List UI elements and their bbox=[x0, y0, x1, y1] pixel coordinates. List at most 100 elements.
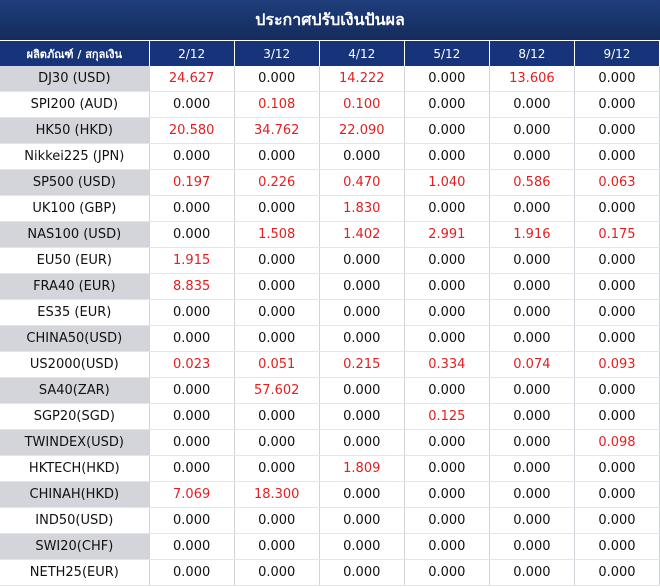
dividend-value-cell: 0.000 bbox=[234, 325, 320, 352]
table-row: CHINAH(HKD) 7.069 18.300 0.000 0.000 0.000 0.0… bbox=[0, 481, 660, 508]
dividend-value-cell: 0.197 bbox=[149, 169, 235, 196]
dividend-value-cell: 1.809 bbox=[319, 455, 405, 482]
product-cell: CHINAH(HKD) bbox=[0, 481, 150, 508]
table-row: IND50(USD) 0.000 0.000 0.000 0.000 0.000 0.000 bbox=[0, 507, 660, 534]
dividend-value-cell: 0.000 bbox=[149, 299, 235, 326]
dividend-value-cell: 0.000 bbox=[404, 507, 490, 534]
dividend-value-cell: 0.000 bbox=[404, 247, 490, 274]
dividend-value-cell: 0.000 bbox=[404, 117, 490, 144]
table-row: SA40(ZAR) 0.000 57.602 0.000 0.000 0.000 0.000 bbox=[0, 377, 660, 404]
dividend-value-cell: 1.915 bbox=[149, 247, 235, 274]
dividend-value-cell: 0.000 bbox=[489, 117, 575, 144]
dividend-value-cell: 0.000 bbox=[319, 325, 405, 352]
table-row: NETH25(EUR) 0.000 0.000 0.000 0.000 0.000 0.00… bbox=[0, 559, 660, 586]
product-cell: SWI20(CHF) bbox=[0, 533, 150, 560]
product-cell: UK100 (GBP) bbox=[0, 195, 150, 222]
dividend-value-cell: 8.835 bbox=[149, 273, 235, 300]
dividend-value-cell: 0.000 bbox=[234, 507, 320, 534]
product-cell: ES35 (EUR) bbox=[0, 299, 150, 326]
dividend-value-cell: 0.000 bbox=[574, 403, 660, 430]
dividend-value-cell: 0.000 bbox=[404, 559, 490, 586]
product-cell: NAS100 (USD) bbox=[0, 221, 150, 248]
dividend-value-cell: 0.000 bbox=[574, 117, 660, 144]
dividend-value-cell: 0.093 bbox=[574, 351, 660, 378]
dividend-value-cell: 0.000 bbox=[574, 507, 660, 534]
dividend-value-cell: 0.000 bbox=[404, 66, 490, 92]
dividend-value-cell: 0.470 bbox=[319, 169, 405, 196]
dividend-value-cell: 0.000 bbox=[574, 533, 660, 560]
dividend-value-cell: 2.991 bbox=[404, 221, 490, 248]
product-cell: FRA40 (EUR) bbox=[0, 273, 150, 300]
dividend-value-cell: 0.226 bbox=[234, 169, 320, 196]
dividend-value-cell: 18.300 bbox=[234, 481, 320, 508]
dividend-value-cell: 1.508 bbox=[234, 221, 320, 248]
dividend-value-cell: 0.000 bbox=[149, 143, 235, 170]
dividend-value-cell: 0.000 bbox=[234, 143, 320, 170]
table-row: SGP20(SGD) 0.000 0.000 0.000 0.125 0.000 0.000 bbox=[0, 403, 660, 430]
product-cell: SP500 (USD) bbox=[0, 169, 150, 196]
product-cell: HK50 (HKD) bbox=[0, 117, 150, 144]
dividend-value-cell: 0.000 bbox=[149, 507, 235, 534]
column-header-date: 3/12 bbox=[234, 41, 320, 66]
dividend-value-cell: 0.000 bbox=[319, 377, 405, 404]
product-cell: US2000(USD) bbox=[0, 351, 150, 378]
table-row: Nikkei225 (JPN) 0.000 0.000 0.000 0.000 0.000… bbox=[0, 143, 660, 170]
dividend-value-cell: 0.000 bbox=[489, 507, 575, 534]
dividend-value-cell: 0.586 bbox=[489, 169, 575, 196]
table-row: SPI200 (AUD) 0.000 0.108 0.100 0.000 0.000 0.0… bbox=[0, 91, 660, 118]
product-cell: NETH25(EUR) bbox=[0, 559, 150, 586]
dividend-value-cell: 0.000 bbox=[404, 455, 490, 482]
dividend-value-cell: 0.175 bbox=[574, 221, 660, 248]
dividend-value-cell: 0.051 bbox=[234, 351, 320, 378]
dividend-value-cell: 1.402 bbox=[319, 221, 405, 248]
dividend-value-cell: 0.000 bbox=[149, 195, 235, 222]
dividend-value-cell: 13.606 bbox=[489, 66, 575, 92]
dividend-value-cell: 0.000 bbox=[489, 273, 575, 300]
dividend-value-cell: 0.000 bbox=[404, 299, 490, 326]
dividend-value-cell: 0.000 bbox=[234, 299, 320, 326]
table-row: NAS100 (USD) 0.000 1.508 1.402 2.991 1.916 0.1… bbox=[0, 221, 660, 248]
dividend-value-cell: 0.000 bbox=[319, 481, 405, 508]
dividend-value-cell: 0.000 bbox=[234, 273, 320, 300]
dividend-value-cell: 1.830 bbox=[319, 195, 405, 222]
product-cell: TWINDEX(USD) bbox=[0, 429, 150, 456]
product-cell: SA40(ZAR) bbox=[0, 377, 150, 404]
dividend-value-cell: 0.100 bbox=[319, 91, 405, 118]
dividend-value-cell: 0.000 bbox=[234, 247, 320, 274]
table-row: HKTECH(HKD) 0.000 0.000 1.809 0.000 0.000 0.00… bbox=[0, 455, 660, 482]
dividend-value-cell: 14.222 bbox=[319, 66, 405, 92]
table-row: TWINDEX(USD) 0.000 0.000 0.000 0.000 0.000 0.0… bbox=[0, 429, 660, 456]
table-row: SP500 (USD) 0.197 0.226 0.470 1.040 0.586 0.06… bbox=[0, 169, 660, 196]
dividend-value-cell: 0.000 bbox=[149, 325, 235, 352]
column-header-date: 8/12 bbox=[489, 41, 575, 66]
dividend-value-cell: 0.000 bbox=[234, 559, 320, 586]
product-cell: SGP20(SGD) bbox=[0, 403, 150, 430]
dividend-value-cell: 0.000 bbox=[574, 299, 660, 326]
dividend-value-cell: 34.762 bbox=[234, 117, 320, 144]
table-row: ES35 (EUR) 0.000 0.000 0.000 0.000 0.000 0.000 bbox=[0, 299, 660, 326]
dividend-value-cell: 0.000 bbox=[489, 91, 575, 118]
dividend-value-cell: 0.000 bbox=[319, 559, 405, 586]
table-row: FRA40 (EUR) 8.835 0.000 0.000 0.000 0.000 0.00… bbox=[0, 273, 660, 300]
dividend-value-cell: 0.000 bbox=[319, 533, 405, 560]
column-header-date: 9/12 bbox=[574, 41, 660, 66]
dividend-value-cell: 0.125 bbox=[404, 403, 490, 430]
dividend-value-cell: 0.074 bbox=[489, 351, 575, 378]
dividend-value-cell: 0.000 bbox=[404, 533, 490, 560]
dividend-value-cell: 0.000 bbox=[234, 66, 320, 92]
product-cell: HKTECH(HKD) bbox=[0, 455, 150, 482]
dividend-value-cell: 0.000 bbox=[404, 377, 490, 404]
dividend-value-cell: 0.108 bbox=[234, 91, 320, 118]
dividend-value-cell: 0.000 bbox=[489, 195, 575, 222]
page-title: ประกาศปรับเงินปันผล bbox=[0, 0, 660, 41]
product-cell: EU50 (EUR) bbox=[0, 247, 150, 274]
dividend-value-cell: 0.000 bbox=[319, 429, 405, 456]
table-row: UK100 (GBP) 0.000 0.000 1.830 0.000 0.000 0.00… bbox=[0, 195, 660, 222]
dividend-value-cell: 0.000 bbox=[234, 429, 320, 456]
dividend-value-cell: 0.000 bbox=[149, 403, 235, 430]
column-header-date: 4/12 bbox=[319, 41, 405, 66]
dividend-value-cell: 0.000 bbox=[489, 325, 575, 352]
dividend-value-cell: 0.334 bbox=[404, 351, 490, 378]
table-row: DJ30 (USD) 24.627 0.000 14.222 0.000 13.606 0.… bbox=[0, 66, 660, 92]
